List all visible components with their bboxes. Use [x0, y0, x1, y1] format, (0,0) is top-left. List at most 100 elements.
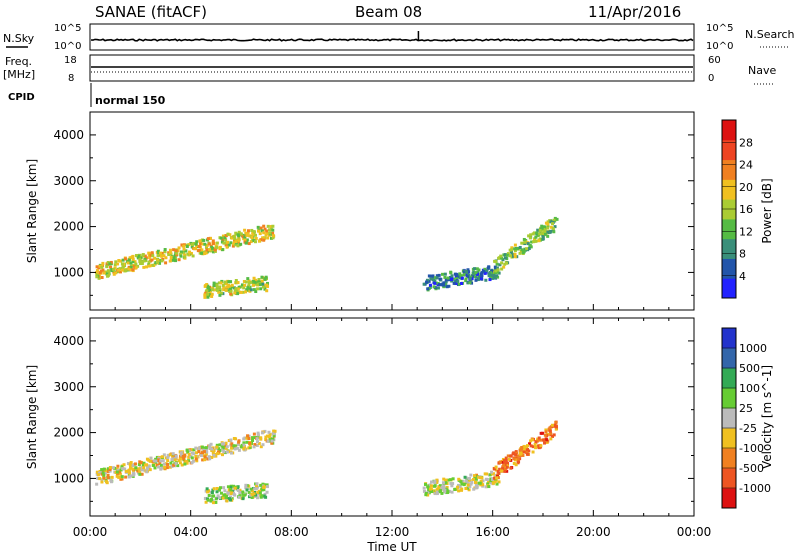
- echo-point: [192, 448, 196, 452]
- echo-point: [553, 225, 557, 229]
- echo-point: [548, 429, 552, 433]
- echo-point: [495, 266, 499, 270]
- echo-point: [120, 262, 124, 266]
- echo-point: [252, 239, 256, 243]
- echo-point: [110, 269, 114, 273]
- echo-point: [206, 292, 210, 296]
- echo-point: [518, 457, 522, 461]
- echo-point: [522, 249, 526, 253]
- echo-point: [481, 479, 485, 483]
- echo-point: [183, 253, 187, 257]
- echo-point: [438, 490, 442, 494]
- echo-point: [210, 294, 214, 298]
- echo-point: [265, 289, 269, 293]
- echo-point: [236, 244, 240, 248]
- echo-point: [518, 448, 522, 452]
- echo-point: [543, 230, 547, 234]
- echo-point: [489, 479, 493, 483]
- echo-point: [228, 497, 232, 501]
- echo-point: [479, 276, 483, 280]
- echo-point: [433, 492, 437, 496]
- echo-point: [147, 458, 151, 462]
- echo-point: [551, 227, 555, 231]
- echo-point: [514, 453, 518, 457]
- echo-point: [160, 259, 164, 263]
- echo-point: [172, 248, 176, 252]
- echo-point: [108, 262, 112, 266]
- echo-point: [455, 277, 459, 281]
- echo-point: [476, 272, 480, 276]
- nsky-tick-low: 10^0: [54, 41, 81, 52]
- echo-point: [136, 469, 140, 473]
- echo-point: [474, 483, 478, 487]
- echo-point: [237, 230, 241, 234]
- echo-point: [108, 468, 112, 472]
- echo-point: [241, 290, 245, 294]
- echo-point: [127, 258, 131, 262]
- echo-point: [227, 283, 231, 287]
- echo-point: [446, 478, 450, 482]
- echo-point: [99, 471, 103, 475]
- echo-point: [536, 437, 540, 441]
- echo-point: [247, 437, 251, 441]
- echo-point: [95, 470, 99, 474]
- echo-point: [514, 463, 518, 467]
- echo-point: [231, 484, 235, 488]
- echo-point: [179, 252, 183, 256]
- echo-point: [210, 447, 214, 451]
- echo-point: [443, 275, 447, 279]
- echo-point: [107, 270, 111, 274]
- echo-point: [164, 261, 168, 265]
- echo-point: [139, 461, 143, 465]
- echo-point: [145, 470, 149, 474]
- echo-point: [261, 443, 265, 447]
- echo-point: [480, 476, 484, 480]
- echo-point: [206, 457, 210, 461]
- echo-point: [471, 274, 475, 278]
- echo-point: [167, 251, 171, 255]
- echo-point: [457, 477, 461, 481]
- echo-point: [536, 228, 540, 232]
- echo-point: [549, 437, 553, 441]
- echo-point: [492, 467, 496, 471]
- echo-point: [217, 281, 221, 285]
- echo-point: [462, 273, 466, 277]
- echo-point: [206, 237, 210, 241]
- echo-point: [243, 283, 247, 287]
- echo-point: [256, 433, 260, 437]
- echo-point: [129, 461, 133, 465]
- echo-point: [422, 486, 426, 490]
- echo-point: [506, 454, 510, 458]
- echo-point: [201, 451, 205, 455]
- freq-tick-high: 18: [64, 55, 77, 66]
- colorbar-tick-label: 4: [739, 270, 746, 283]
- echo-point: [160, 466, 164, 470]
- echo-point: [461, 479, 465, 483]
- echo-point: [253, 443, 257, 447]
- echo-point: [272, 434, 276, 438]
- echo-point: [249, 280, 253, 284]
- echo-point: [533, 442, 537, 446]
- echo-point: [162, 453, 166, 457]
- echo-point: [258, 283, 262, 287]
- echo-point: [538, 228, 542, 232]
- colorbar-tick-label: 16: [739, 203, 753, 216]
- echo-point: [243, 238, 247, 242]
- echo-point: [118, 470, 122, 474]
- echo-point: [242, 286, 246, 290]
- echo-point: [211, 250, 215, 254]
- freq-label-line1: Freq.: [5, 55, 32, 68]
- echo-point: [255, 482, 259, 486]
- colorbar-tick-label: 8: [739, 248, 746, 261]
- echo-point: [256, 492, 260, 496]
- echo-point: [112, 272, 116, 276]
- echo-point: [229, 451, 233, 455]
- echo-point: [204, 245, 208, 249]
- echo-point: [496, 268, 500, 272]
- echo-point: [212, 453, 216, 457]
- echo-point: [105, 272, 109, 276]
- echo-point: [236, 485, 240, 489]
- echo-point: [187, 452, 191, 456]
- echo-point: [156, 249, 160, 253]
- echo-point: [210, 448, 214, 452]
